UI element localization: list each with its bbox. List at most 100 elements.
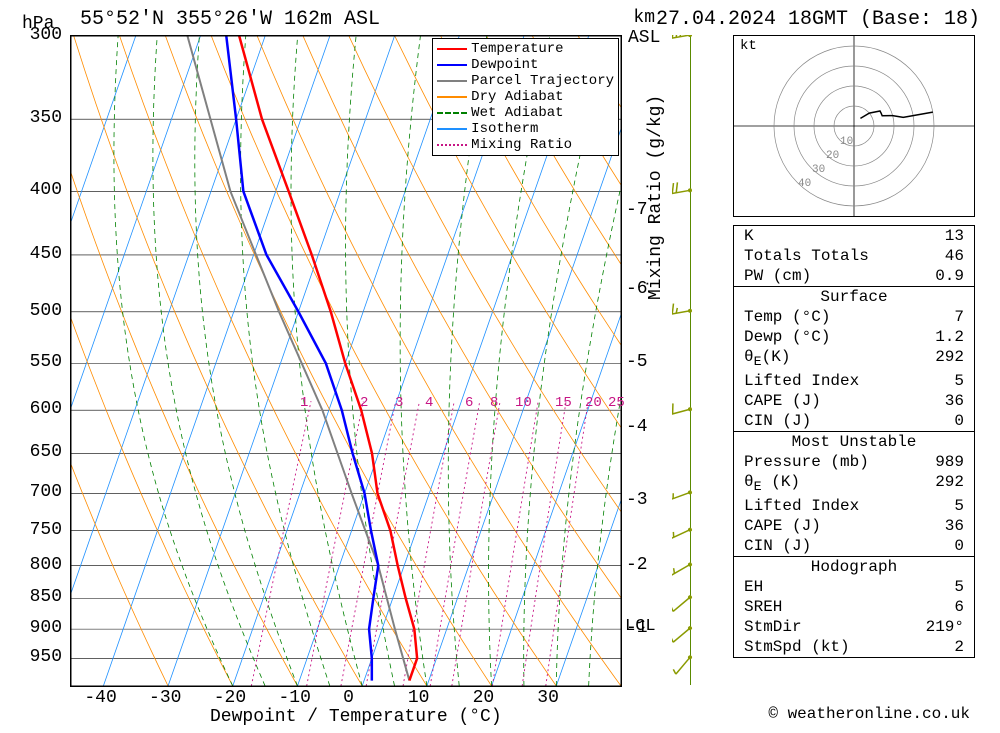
- indices-value: 5: [954, 372, 964, 390]
- indices-row: EH5: [734, 577, 974, 597]
- indices-value: 13: [945, 227, 964, 245]
- legend-item: Mixing Ratio: [437, 137, 614, 153]
- indices-key: Pressure (mb): [744, 453, 869, 471]
- x-tick-label: 0: [343, 688, 354, 708]
- x-tick-label: 10: [408, 688, 430, 708]
- indices-key: θE(K): [744, 348, 790, 370]
- indices-section-header: Hodograph: [734, 556, 974, 577]
- indices-key: StmDir: [744, 618, 802, 636]
- indices-value: 46: [945, 247, 964, 265]
- indices-key: CIN (J): [744, 412, 811, 430]
- indices-section-header: Surface: [734, 286, 974, 307]
- legend: TemperatureDewpointParcel TrajectoryDry …: [432, 38, 619, 156]
- legend-item: Wet Adiabat: [437, 105, 614, 121]
- y-tick-label: 750: [30, 520, 62, 540]
- legend-swatch: [437, 64, 467, 66]
- indices-table: K 13 Totals Totals 46 PW (cm) 0.9SurfaceTemp …: [733, 225, 975, 658]
- indices-row: Temp (°C) 7: [734, 307, 974, 327]
- indices-row: CIN (J) 0: [734, 411, 974, 431]
- indices-value: 7: [954, 308, 964, 326]
- indices-row: CIN (J) 0: [734, 536, 974, 556]
- legend-label: Isotherm: [471, 121, 538, 137]
- mixing-ratio-value-label: 25: [608, 395, 625, 411]
- indices-row: Lifted Index5: [734, 371, 974, 391]
- y-tick-label: 500: [30, 301, 62, 321]
- indices-value: 0: [954, 537, 964, 555]
- y2-tick-label: -3: [626, 490, 648, 510]
- legend-item: Dewpoint: [437, 57, 614, 73]
- credit-text: © weatheronline.co.uk: [768, 705, 970, 723]
- indices-value: 6: [954, 598, 964, 616]
- hodograph: kt 10203040: [733, 35, 975, 217]
- legend-swatch: [437, 96, 467, 98]
- legend-item: Dry Adiabat: [437, 89, 614, 105]
- legend-label: Temperature: [471, 41, 563, 57]
- indices-key: Totals Totals: [744, 247, 869, 265]
- legend-label: Wet Adiabat: [471, 105, 563, 121]
- x-tick-label: 30: [537, 688, 559, 708]
- x-tick-label: -10: [278, 688, 310, 708]
- y-tick-label: 450: [30, 244, 62, 264]
- indices-key: Temp (°C): [744, 308, 830, 326]
- y2-tick-label: -2: [626, 555, 648, 575]
- indices-value: 0.9: [935, 267, 964, 285]
- mixing-ratio-value-label: 3: [395, 395, 403, 411]
- indices-key: PW (cm): [744, 267, 811, 285]
- indices-row: Totals Totals 46: [734, 246, 974, 266]
- indices-row: θE (K) 292: [734, 472, 974, 496]
- legend-swatch: [437, 48, 467, 50]
- mixing-ratio-value-label: 2: [360, 395, 368, 411]
- y-tick-label: 950: [30, 647, 62, 667]
- mixing-ratio-axis-label: Mixing Ratio (g/kg): [646, 95, 666, 300]
- indices-key: Dewp (°C): [744, 328, 830, 346]
- svg-text:10: 10: [840, 136, 853, 148]
- indices-key: StmSpd (kt): [744, 638, 850, 656]
- indices-key: CIN (J): [744, 537, 811, 555]
- legend-label: Dewpoint: [471, 57, 538, 73]
- y2-tick-label: -5: [626, 352, 648, 372]
- indices-row: Lifted Index5: [734, 496, 974, 516]
- legend-swatch: [437, 128, 467, 130]
- svg-text:20: 20: [826, 150, 839, 162]
- x-axis-label: Dewpoint / Temperature (°C): [210, 707, 502, 727]
- y-tick-label: 850: [30, 587, 62, 607]
- indices-key: CAPE (J): [744, 392, 821, 410]
- mixing-ratio-value-label: 15: [555, 395, 572, 411]
- x-tick-label: -40: [84, 688, 116, 708]
- mixing-ratio-value-label: 8: [490, 395, 498, 411]
- indices-row: SREH6: [734, 597, 974, 617]
- x-tick-label: -30: [149, 688, 181, 708]
- indices-key: Lifted Index: [744, 497, 859, 515]
- mixing-ratio-value-label: 1: [300, 395, 308, 411]
- legend-swatch: [437, 80, 467, 82]
- y-tick-label: 300: [30, 25, 62, 45]
- indices-value: 989: [935, 453, 964, 471]
- skewt-plot: TemperatureDewpointParcel TrajectoryDry …: [70, 35, 622, 687]
- indices-value: 1.2: [935, 328, 964, 346]
- legend-swatch: [437, 144, 467, 146]
- mixing-ratio-value-label: 4: [425, 395, 433, 411]
- y2-tick-label: -4: [626, 417, 648, 437]
- y-tick-label: 700: [30, 482, 62, 502]
- legend-item: Isotherm: [437, 121, 614, 137]
- y-tick-label: 800: [30, 555, 62, 575]
- indices-row: Dewp (°C) 1.2: [734, 327, 974, 347]
- legend-label: Mixing Ratio: [471, 137, 572, 153]
- indices-value: 292: [935, 473, 964, 495]
- y-tick-label: 550: [30, 352, 62, 372]
- legend-label: Parcel Trajectory: [471, 73, 614, 89]
- indices-key: K: [744, 227, 754, 245]
- indices-value: 36: [945, 392, 964, 410]
- title-left: 55°52'N 355°26'W 162m ASL: [80, 8, 380, 31]
- title-right: 27.04.2024 18GMT (Base: 18): [656, 8, 980, 31]
- x-tick-label: 20: [473, 688, 495, 708]
- y2-tick-label: -7: [626, 200, 648, 220]
- indices-row: Pressure (mb) 989: [734, 452, 974, 472]
- indices-row: StmDir219°: [734, 617, 974, 637]
- indices-value: 0: [954, 412, 964, 430]
- legend-item: Temperature: [437, 41, 614, 57]
- indices-key: EH: [744, 578, 763, 596]
- indices-key: θE (K): [744, 473, 800, 495]
- svg-text:30: 30: [812, 164, 825, 176]
- x-tick-label: -20: [214, 688, 246, 708]
